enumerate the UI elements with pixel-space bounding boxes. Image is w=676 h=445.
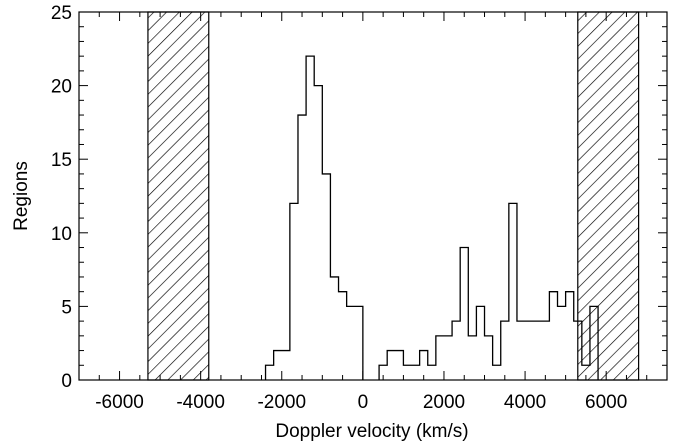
- histogram-bin: [298, 115, 306, 380]
- y-tick-label: 10: [51, 224, 72, 245]
- histogram-bin: [460, 248, 468, 380]
- histogram-bin: [566, 292, 574, 380]
- histogram-bin: [387, 351, 395, 380]
- histogram-bin: [314, 86, 322, 380]
- histogram-bin: [274, 351, 282, 380]
- histogram-bin: [533, 321, 541, 380]
- histogram-bin: [306, 56, 314, 380]
- axes: -6000 -4000 -2000 0 2000 4000 6000 0 5 10 15 20 25: [51, 3, 668, 413]
- histogram-bin: [266, 365, 274, 380]
- histogram-bin: [339, 292, 347, 380]
- excluded-ranges: [147, 11, 640, 381]
- histogram-bin: [517, 321, 525, 380]
- x-tick-label: -2000: [257, 392, 306, 413]
- histogram-bin: [509, 203, 517, 380]
- x-tick-label: -6000: [95, 392, 144, 413]
- hatched-region-1: [147, 11, 210, 381]
- histogram-bin: [347, 306, 355, 380]
- histogram-bin: [282, 351, 290, 380]
- histogram-bin: [330, 277, 338, 380]
- histogram-bin: [290, 203, 298, 380]
- histogram-bin: [485, 336, 493, 380]
- y-tick-label: 25: [51, 3, 72, 24]
- histogram-bin: [444, 336, 452, 380]
- histogram-bin: [493, 365, 501, 380]
- hatched-region-2: [577, 11, 640, 381]
- y-tick-label: 15: [51, 150, 72, 171]
- histogram-bin: [549, 292, 557, 380]
- histogram-bin: [395, 351, 403, 380]
- histogram-bin: [525, 321, 533, 380]
- histogram-bin: [452, 321, 460, 380]
- histogram-bin: [412, 365, 420, 380]
- x-tick-label: 2000: [423, 392, 465, 413]
- histogram-bin: [436, 336, 444, 380]
- histogram-bin: [403, 365, 411, 380]
- histogram-bin: [322, 174, 330, 380]
- histogram-segment-2: [378, 202, 599, 380]
- x-tick-label: 6000: [585, 392, 627, 413]
- x-tick-label: 0: [358, 392, 369, 413]
- histogram-bin: [468, 336, 476, 380]
- y-tick-label: 20: [51, 77, 72, 98]
- y-axis-title: Regions: [11, 161, 32, 231]
- x-tick-label: -4000: [176, 392, 225, 413]
- x-tick-label: 4000: [504, 392, 546, 413]
- plot-frame: [78, 11, 668, 381]
- histogram-bin: [476, 306, 484, 380]
- histogram-series: [264, 55, 599, 380]
- x-axis-title: Doppler velocity (km/s): [275, 421, 468, 442]
- histogram-bin: [541, 321, 549, 380]
- histogram-bin: [558, 306, 566, 380]
- histogram-bin: [574, 321, 582, 380]
- histogram-bin: [355, 306, 363, 380]
- histogram-segment-1: [264, 55, 364, 380]
- y-tick-label: 5: [61, 297, 72, 318]
- histogram-bin: [501, 321, 509, 380]
- y-tick-label: 0: [61, 371, 72, 392]
- histogram-bin: [590, 306, 598, 380]
- histogram-bin: [428, 365, 436, 380]
